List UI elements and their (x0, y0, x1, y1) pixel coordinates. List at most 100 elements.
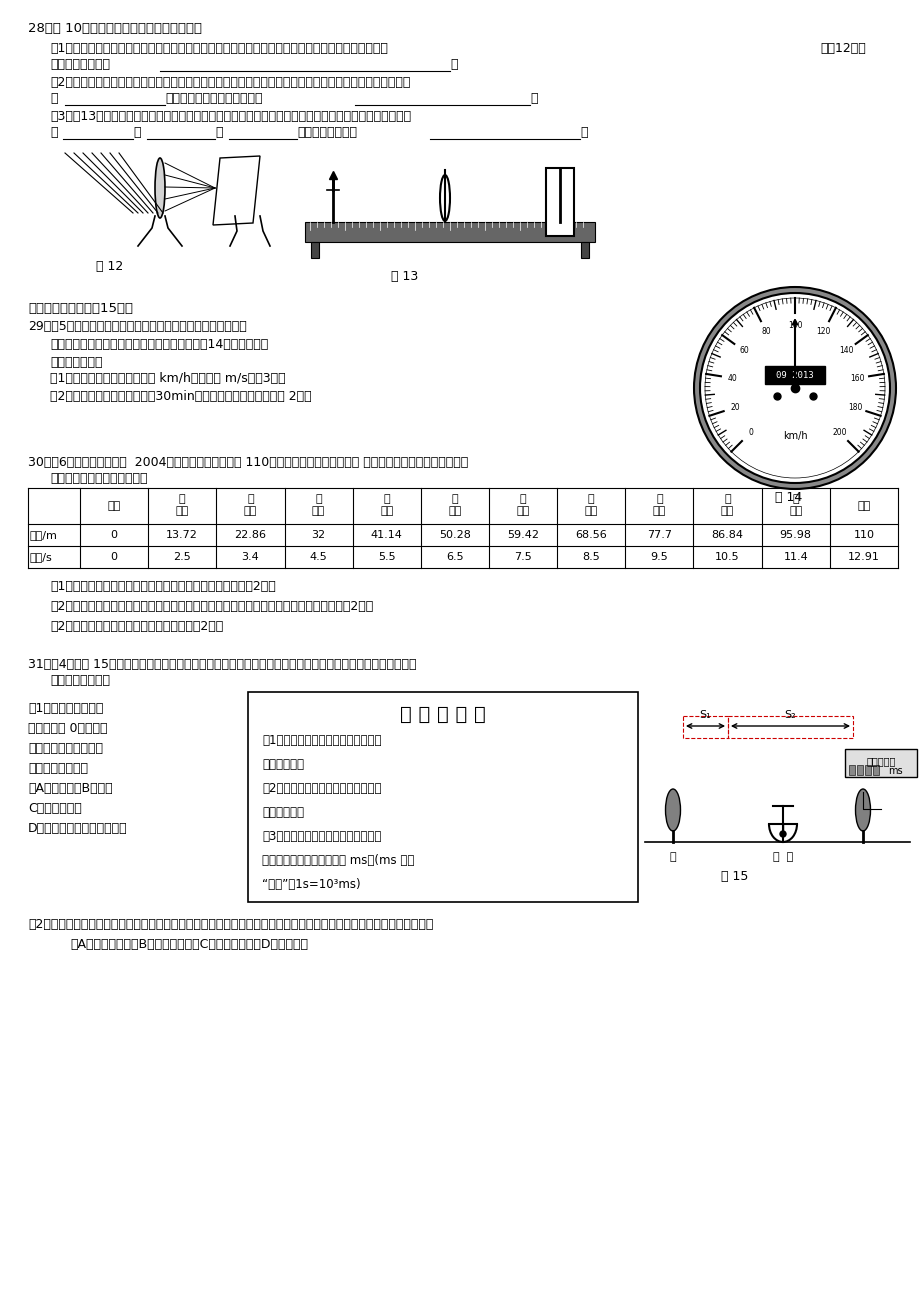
Text: 合理的是（　　）: 合理的是（ ） (28, 762, 88, 775)
Text: 59.42: 59.42 (506, 530, 539, 539)
Text: 图 12: 图 12 (96, 261, 123, 274)
Text: （2）小明将蜡烛、凸透镜和光屏放入光具座中进行实验。首先它应调整透镜和光屏的的高度，使它们的中心: （2）小明将蜡烛、凸透镜和光屏放入光具座中进行实验。首先它应调整透镜和光屏的的高… (50, 76, 410, 89)
Bar (545, 168, 573, 236)
Text: 题：（结果保留两位小数　）: 题：（结果保留两位小数 ） (50, 472, 147, 485)
Text: 十栏: 十栏 (789, 506, 801, 516)
Text: A．甲处　　B．乙处: A．甲处 B．乙处 (28, 782, 112, 795)
Text: （2）刘翥在全程的平均速度是多大？　　（2分）: （2）刘翥在全程的平均速度是多大？ （2分） (50, 620, 223, 633)
Text: （2）复位后用棒锤敏打铜铃，声音被: （2）复位后用棒锤敏打铜铃，声音被 (262, 782, 381, 795)
Text: 第: 第 (791, 494, 799, 504)
Text: 液晶显示屏: 液晶显示屏 (866, 756, 895, 766)
Text: 使 用 说 明 书: 使 用 说 明 书 (400, 705, 485, 723)
Text: 0: 0 (110, 552, 118, 562)
Text: 。: 。 (449, 59, 457, 70)
Text: 时间/s: 时间/s (30, 552, 52, 562)
Text: 时间差的绝对値，　单位为 ms．(ms 读作: 时间差的绝对値， 单位为 ms．(ms 读作 (262, 853, 414, 866)
Text: 09 2013: 09 2013 (776, 370, 813, 379)
Text: km/h: km/h (782, 431, 807, 440)
Text: 12.91: 12.91 (847, 552, 879, 562)
Text: （3）液晶屏显示甲、乙接受到信号的: （3）液晶屏显示甲、乙接受到信号的 (262, 830, 381, 843)
Text: （1）在探究前，小明将凸透镜正对太阳光，把透镜逐渐向白纸移动，直到太阳光在白纸上会聚到一点: （1）在探究前，小明将凸透镜正对太阳光，把透镜逐渐向白纸移动，直到太阳光在白纸上… (50, 42, 388, 55)
Text: 九栏: 九栏 (720, 506, 733, 516)
Text: 第: 第 (451, 494, 458, 504)
Circle shape (699, 293, 889, 483)
Text: 第: 第 (655, 494, 662, 504)
Text: （2）请你判断刘翥在本次比赛中所做的是否作匀速直线运动，简述你的理由。　　　　（2分）: （2）请你判断刘翥在本次比赛中所做的是否作匀速直线运动，简述你的理由。 （2分） (50, 599, 373, 612)
Text: 回答下列问题：: 回答下列问题： (50, 356, 102, 369)
Text: 7.5: 7.5 (514, 552, 531, 562)
Text: 95.98: 95.98 (779, 530, 811, 539)
Text: 三栏: 三栏 (312, 506, 324, 516)
Text: 第: 第 (587, 494, 594, 504)
Text: 40: 40 (727, 374, 737, 383)
Polygon shape (213, 156, 260, 225)
Text: 50.28: 50.28 (438, 530, 471, 539)
Text: 四栏: 四栏 (380, 506, 393, 516)
Text: 68.56: 68.56 (574, 530, 607, 539)
Text: 80: 80 (761, 327, 770, 336)
Text: 信号采集器。: 信号采集器。 (262, 758, 303, 771)
Text: （2）一同学将铜铃放到甲的左边，　并与乙在一条直线上，　则铜铃在远离甲的过程中，　液晶显示屏的数値将（　　）: （2）一同学将铜铃放到甲的左边， 并与乙在一条直线上， 则铜铃在远离甲的过程中，… (28, 919, 433, 932)
Text: 31．（4分）图 15为一声速测量仪器的使用说明书和实验装置图，图中铜铃作为声源。请你认真阅读说明书，并: 31．（4分）图 15为一声速测量仪器的使用说明书和实验装置图，图中铜铃作为声源… (28, 658, 416, 671)
Text: 、: 、 (133, 126, 141, 139)
Text: 140: 140 (838, 347, 852, 356)
Text: 第: 第 (723, 494, 730, 504)
Text: A．变大　　　　B．不变　　　　C．变小　　　　D．无法确定: A．变大 B．不变 C．变小 D．无法确定 (70, 938, 308, 951)
Text: ，你判断的依据是: ，你判断的依据是 (297, 126, 357, 139)
Text: 是: 是 (50, 126, 57, 139)
Text: 二栏: 二栏 (244, 506, 256, 516)
Text: S₁: S₁ (699, 710, 710, 721)
Text: 28．（ 10分）在探究凸透镜成像的实验中：: 28．（ 10分）在探究凸透镜成像的实验中： (28, 22, 202, 35)
Text: 跟: 跟 (50, 93, 57, 106)
Text: 6.5: 6.5 (446, 552, 463, 562)
Text: 七栏: 七栏 (584, 506, 597, 516)
Text: 的他观察到汽车速度计的指针一直停在如图　　14所示的位置。: 的他观察到汽车速度计的指针一直停在如图 14所示的位置。 (50, 337, 268, 351)
Text: 2.5: 2.5 (173, 552, 191, 562)
Text: （1）根据表格中的数据，求出相邻两栏之间的距高。　　（2分）: （1）根据表格中的数据，求出相邻两栏之间的距高。 （2分） (50, 580, 276, 593)
Text: 第: 第 (247, 494, 254, 504)
Text: （1）实验装置如图所示，甲、乙是声: （1）实验装置如图所示，甲、乙是声 (262, 734, 381, 747)
Text: D．甲乙连线的垂直平分线上: D．甲乙连线的垂直平分线上 (28, 822, 128, 835)
Text: 第: 第 (178, 494, 186, 504)
Circle shape (704, 298, 884, 478)
Circle shape (779, 831, 785, 837)
Text: 60: 60 (738, 347, 748, 356)
Text: 第: 第 (383, 494, 390, 504)
Bar (864, 765, 870, 775)
Text: 铜  铃: 铜 铃 (772, 852, 792, 863)
Text: 11.4: 11.4 (782, 552, 807, 562)
Text: 4.5: 4.5 (310, 552, 327, 562)
Text: 9.5: 9.5 (650, 552, 667, 562)
Bar (682, 717, 727, 737)
Text: ms: ms (888, 766, 902, 777)
Text: 200: 200 (832, 429, 845, 437)
Text: 四、计算与应用（、15分）: 四、计算与应用（、15分） (28, 302, 133, 315)
Text: 甲: 甲 (669, 852, 675, 863)
Circle shape (693, 287, 895, 489)
Text: 5.5: 5.5 (378, 552, 395, 562)
Text: 32: 32 (312, 530, 325, 539)
Ellipse shape (664, 790, 680, 831)
Bar (848, 765, 854, 775)
Text: 八栏: 八栏 (652, 506, 665, 516)
Text: 在同一高度，这样做的目的是: 在同一高度，这样做的目的是 (165, 93, 262, 106)
Text: 0: 0 (110, 530, 118, 539)
Bar (872, 765, 878, 775)
Text: （2）汽车以这样的速度行驶　30min，通过的路程是多少？（　 2分）: （2）汽车以这样的速度行驶 30min，通过的路程是多少？（ 2分） (50, 390, 312, 403)
Text: 第: 第 (315, 494, 322, 504)
Text: （1）若液晶显示屏显: （1）若液晶显示屏显 (28, 702, 103, 715)
Bar (311, 242, 319, 258)
Text: “毫秒”，1s=10³ms): “毫秒”，1s=10³ms) (262, 878, 360, 891)
Text: 。: 。 (529, 93, 537, 106)
Text: S₂: S₂ (784, 710, 796, 721)
Bar (857, 765, 862, 775)
Text: 甲、乙接受。: 甲、乙接受。 (262, 807, 303, 820)
Text: 8.5: 8.5 (582, 552, 599, 562)
Text: C．甲乙中点处: C．甲乙中点处 (28, 803, 82, 814)
Bar (727, 717, 852, 737)
Text: （3）图13是小明某次实验时在光屏上得到清晰像时蜡烛、透镜、光屏的位置，你认为此时光屏上像的性质: （3）图13是小明某次实验时在光屏上得到清晰像时蜡烛、透镜、光屏的位置，你认为此… (50, 109, 411, 122)
Bar (305, 222, 595, 242)
Text: 30．（6分）下表是刘翥在  2004年雅典奥运会上参加　 110米栏决赛时的技术资料。　 请根据表格中的内容完成下列问: 30．（6分）下表是刘翥在 2004年雅典奥运会上参加 110米栏决赛时的技术资… (28, 456, 468, 469)
Bar (844, 749, 916, 777)
Text: 。: 。 (579, 126, 587, 139)
